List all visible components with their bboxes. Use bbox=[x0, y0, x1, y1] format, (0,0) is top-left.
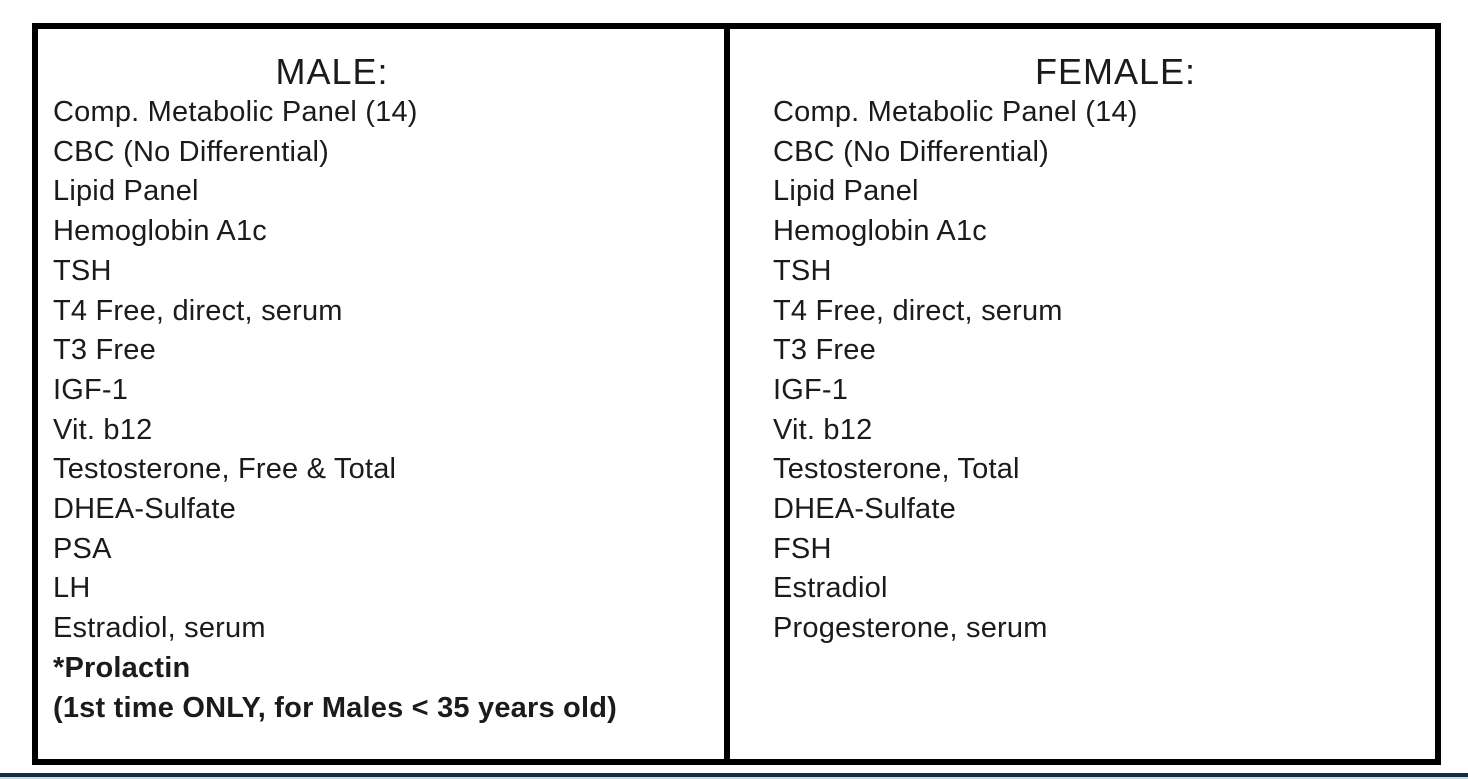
bottom-accent-bar bbox=[0, 773, 1468, 779]
test-item: Hemoglobin A1c bbox=[773, 215, 987, 248]
test-item: T3 Free bbox=[773, 334, 876, 367]
test-item: *Prolactin bbox=[53, 651, 191, 684]
test-item: CBC (No Differential) bbox=[773, 135, 1050, 168]
test-item: TSH bbox=[773, 254, 832, 287]
test-item: T3 Free bbox=[53, 334, 156, 367]
test-item: (1st time ONLY, for Males < 35 years old… bbox=[53, 691, 617, 724]
male-test-list: Comp. Metabolic Panel (14) CBC (No Differ… bbox=[38, 93, 724, 728]
test-item: IGF-1 bbox=[53, 373, 129, 406]
male-column-header: MALE: bbox=[275, 51, 389, 92]
test-item: Lipid Panel bbox=[773, 175, 919, 208]
column-divider bbox=[724, 29, 730, 759]
test-item: TSH bbox=[53, 254, 112, 287]
female-column-header: FEMALE: bbox=[1034, 51, 1197, 92]
test-item: Estradiol bbox=[773, 572, 888, 605]
test-item: Vit. b12 bbox=[773, 413, 873, 446]
test-item: DHEA-Sulfate bbox=[773, 493, 956, 526]
test-item: Estradiol, serum bbox=[53, 612, 266, 645]
test-item: IGF-1 bbox=[773, 373, 849, 406]
test-item: T4 Free, direct, serum bbox=[773, 294, 1063, 327]
test-item: LH bbox=[53, 572, 91, 605]
test-item: Comp. Metabolic Panel (14) bbox=[53, 96, 418, 128]
female-test-list: Comp. Metabolic Panel (14) CBC (No Differ… bbox=[730, 93, 1435, 649]
test-item: Lipid Panel bbox=[53, 175, 199, 208]
test-item: Testosterone, Total bbox=[773, 453, 1020, 486]
test-item: Hemoglobin A1c bbox=[53, 215, 267, 248]
test-item: FSH bbox=[773, 532, 832, 565]
test-item: PSA bbox=[53, 532, 112, 565]
female-column: FEMALE: Comp. Metabolic Panel (14) CBC (N… bbox=[730, 29, 1435, 759]
lab-tests-table: MALE: Comp. Metabolic Panel (14) CBC (No … bbox=[32, 23, 1441, 765]
test-item: Comp. Metabolic Panel (14) bbox=[773, 96, 1138, 128]
test-item: CBC (No Differential) bbox=[53, 135, 330, 168]
test-item: T4 Free, direct, serum bbox=[53, 294, 343, 327]
test-item: Progesterone, serum bbox=[773, 612, 1048, 645]
male-column: MALE: Comp. Metabolic Panel (14) CBC (No … bbox=[38, 29, 724, 759]
test-item: DHEA-Sulfate bbox=[53, 493, 236, 526]
test-item: Vit. b12 bbox=[53, 413, 153, 446]
test-item: Testosterone, Free & Total bbox=[53, 453, 397, 486]
